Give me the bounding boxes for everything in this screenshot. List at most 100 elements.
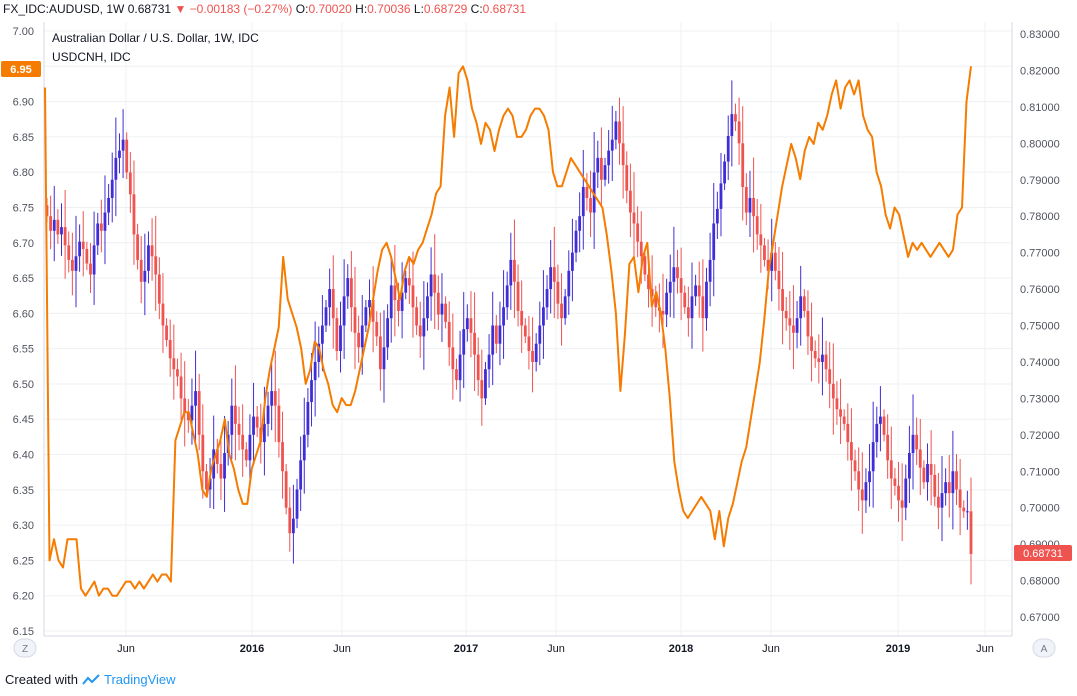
candle-body [99, 223, 103, 231]
candle-body [958, 489, 962, 508]
candle-body [139, 259, 143, 282]
right-tick-label: 0.79000 [1020, 175, 1060, 187]
candle-body [552, 267, 556, 282]
candle-body [795, 318, 799, 333]
candle-body [926, 463, 929, 483]
candle-body [375, 321, 379, 337]
candle-body [792, 325, 795, 333]
candle-body [89, 263, 92, 275]
candle-body [915, 434, 919, 450]
right-tick-label: 0.83000 [1020, 29, 1060, 41]
x-tick-label: Jun [547, 643, 565, 655]
candle-body [744, 187, 748, 213]
candle-body [165, 325, 168, 341]
candle-body [690, 296, 694, 319]
candle-body [411, 285, 415, 308]
candle-body [426, 296, 429, 319]
candle-body [918, 449, 922, 468]
candle-body [310, 380, 313, 403]
candle-body [335, 318, 339, 352]
symbol-name: FX_IDC:AUDUSD, 1W [3, 2, 125, 16]
candle-body [821, 354, 824, 362]
candle-body [422, 318, 426, 337]
candle-body [846, 423, 850, 443]
right-tick-label: 0.80000 [1020, 138, 1060, 150]
candle-body [234, 405, 237, 424]
candle-body [628, 190, 632, 213]
candle-body [781, 289, 784, 311]
candle-body [85, 248, 89, 264]
candle-body [955, 471, 958, 490]
candle-body [197, 391, 201, 435]
candle-body [730, 114, 734, 137]
candle-body [349, 278, 353, 308]
candle-body [277, 405, 281, 443]
candle-body [650, 289, 654, 297]
candle-body [480, 380, 484, 399]
candle-body [759, 234, 763, 246]
candle-body [371, 299, 375, 322]
close-value: 0.68731 [482, 2, 527, 16]
candle-body [455, 369, 458, 381]
candle-body [929, 463, 933, 475]
auto-scale-left-label: Z [22, 644, 28, 655]
candle-body [715, 208, 719, 224]
candle-body [237, 423, 241, 435]
candle-body [172, 358, 176, 370]
candle-body [933, 474, 937, 497]
candle-body [806, 310, 810, 337]
left-tick-label: 6.70 [13, 238, 34, 250]
candle-body [364, 307, 368, 326]
candle-body [773, 252, 777, 271]
candle-body [186, 412, 190, 421]
candle-body [860, 489, 864, 501]
candle-body [962, 507, 966, 512]
candle-body [433, 274, 437, 293]
left-tick-label: 6.40 [13, 450, 34, 462]
candle-body [393, 285, 397, 300]
axis-frame [43, 22, 1013, 637]
candle-body [603, 165, 607, 180]
candle-body [922, 467, 926, 483]
candle-body [936, 496, 940, 508]
auto-scale-left-button[interactable]: Z [13, 638, 37, 658]
candle-body [386, 318, 390, 348]
candle-body [339, 325, 342, 352]
candle-body [302, 434, 306, 461]
candle-body [494, 325, 498, 344]
auto-scale-right-button[interactable]: A [1032, 638, 1056, 658]
x-axis-ticks: Jun 2016 Jun 2017 Jun 2018 Jun 2019 Jun [117, 643, 994, 655]
candle-body [737, 121, 741, 144]
close-label: C: [470, 2, 483, 16]
right-tick-label: 0.74000 [1020, 357, 1060, 369]
candle-body [368, 299, 371, 308]
candle-body [284, 471, 288, 508]
candle-body [63, 227, 67, 246]
grid [44, 22, 1012, 636]
candle-body [440, 303, 444, 315]
candle-body [643, 256, 647, 275]
candle-body [940, 493, 944, 508]
candle-body [324, 307, 328, 326]
candle-body [147, 245, 150, 271]
candle-body [292, 518, 295, 534]
candle-body [458, 354, 462, 381]
candle-body [574, 230, 578, 253]
candle-body [560, 303, 563, 319]
created-with-text: Created with [5, 672, 78, 687]
candle-body [766, 259, 770, 271]
tradingview-brand[interactable]: TradingView [103, 672, 176, 687]
candle-body [281, 442, 284, 472]
candle-body [353, 307, 357, 333]
price-change: −0.00183 (−0.27%) [189, 2, 293, 16]
candle-body [154, 256, 158, 275]
candle-body [701, 296, 705, 319]
candle-body [125, 139, 129, 173]
candle-body [317, 343, 321, 362]
candle-body [244, 449, 248, 461]
audusd-candles [45, 80, 973, 585]
candle-body [270, 391, 274, 406]
x-tick-label: 2017 [454, 643, 478, 655]
candle-body [223, 453, 226, 479]
candle-body [897, 485, 900, 501]
